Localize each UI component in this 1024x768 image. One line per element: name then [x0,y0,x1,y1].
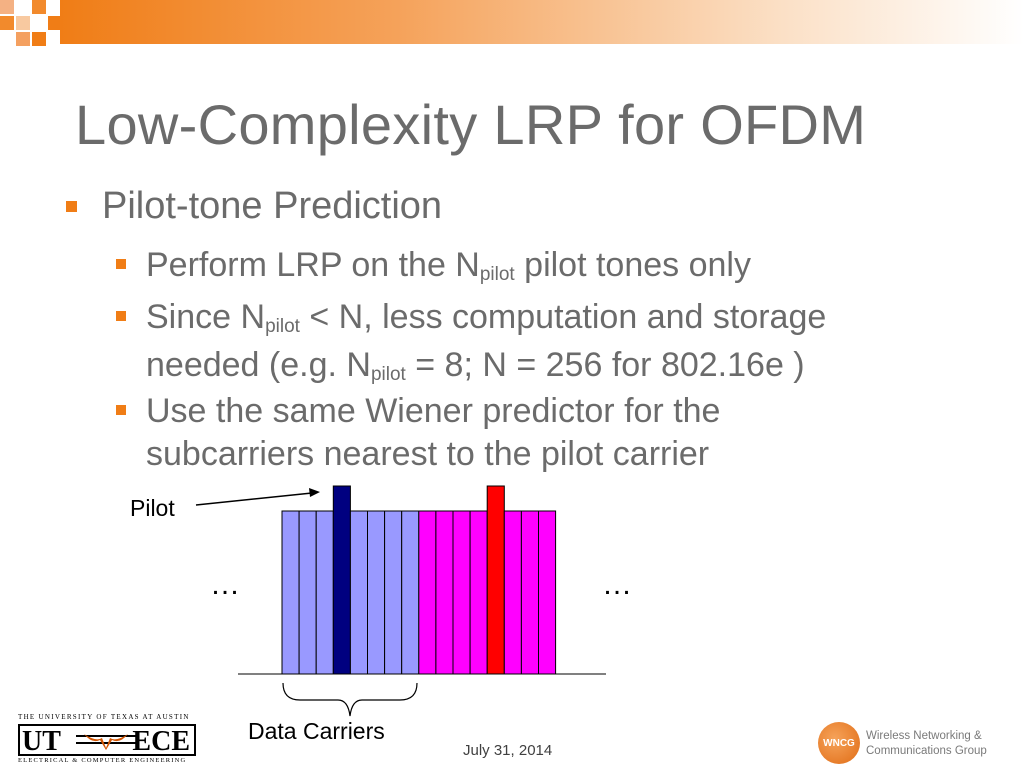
text-part: = 8; N = 256 for 802.16e ) [405,346,805,384]
data-carrier-bar [298,510,317,675]
corner-square [32,16,46,30]
carrier-bars [281,485,557,675]
longhorn-icon [76,734,136,750]
bullet-marker [66,201,77,212]
data-carrier-bar [435,510,454,675]
wncg-logo-text: Wireless Networking & Communications Gro… [866,729,987,759]
data-carrier-bar [520,510,540,675]
data-carrier-bar [315,510,334,675]
ut-logo-ut-text: UT [22,726,61,757]
ut-logo-top-text: THE UNIVERSITY OF TEXAS AT AUSTIN [18,713,190,721]
data-carrier-bar [538,510,557,675]
ellipsis-left: … [210,568,242,601]
corner-square [48,16,62,30]
corner-square [16,32,30,46]
text-part: < N, less computation and storage [299,298,827,336]
bullet-text: Use the same Wiener predictor for the sub… [146,390,720,476]
data-carrier-bar [503,510,522,675]
pilot-arrow-line [195,492,313,506]
wncg-line-1: Wireless Networking & [866,730,982,742]
data-carriers-label: Data Carriers [248,718,385,744]
bullet-marker [116,311,126,321]
text-part: needed (e.g. N [146,346,371,384]
slide-date: July 31, 2014 [463,742,553,759]
subscript: pilot [370,364,406,385]
corner-square [0,16,14,30]
data-carriers-brace [282,682,418,717]
slide-title: Low-Complexity LRP for OFDM [75,93,867,156]
subscript: pilot [479,264,515,285]
data-carrier-bar [469,510,488,675]
data-carrier-bar [418,510,437,675]
pilot-label: Pilot [130,495,175,521]
text-part: Perform LRP on the N [146,246,480,284]
data-carrier-bar [384,510,403,675]
corner-square [16,16,30,30]
corner-square [16,0,30,14]
corner-square [32,0,46,14]
ut-logo-bottom-text: ELECTRICAL & COMPUTER ENGINEERING [18,757,187,764]
data-carrier-bar [281,510,300,675]
bullet-text: Pilot-tone Prediction [102,185,443,227]
bullet-text: Since Npilot < N, less computation and s… [146,296,826,392]
wncg-logo-badge: WNCG [818,722,860,764]
text-part: subcarriers nearest to the pilot carrier [146,435,710,473]
text-part: Since N [146,298,266,336]
bullet-marker [116,259,126,269]
ut-logo-ece-text: ECE [132,726,190,757]
pilot-arrow-head [309,488,320,497]
pilot-carrier-bar [332,485,351,675]
ut-logo-box: UT ECE [18,724,196,757]
subscript: pilot [265,316,300,337]
data-carrier-bar [401,510,420,675]
corner-square [0,0,14,14]
bullet-marker [116,405,126,415]
text-part: pilot tones only [514,246,751,284]
text-part: Use the same Wiener predictor for the [146,392,721,430]
ut-ece-logo: THE UNIVERSITY OF TEXAS AT AUSTIN UT ECE… [18,713,196,765]
ellipsis-right: … [602,568,634,601]
bullet-text: Perform LRP on the Npilot pilot tones on… [146,244,751,292]
wncg-line-2: Communications Group [866,745,987,757]
data-carrier-bar [452,510,471,675]
data-carrier-bar [367,510,386,675]
data-carrier-bar [349,510,368,675]
pilot-carrier-bar [486,485,505,675]
corner-square [32,32,46,46]
header-gradient-bar [60,0,1024,44]
